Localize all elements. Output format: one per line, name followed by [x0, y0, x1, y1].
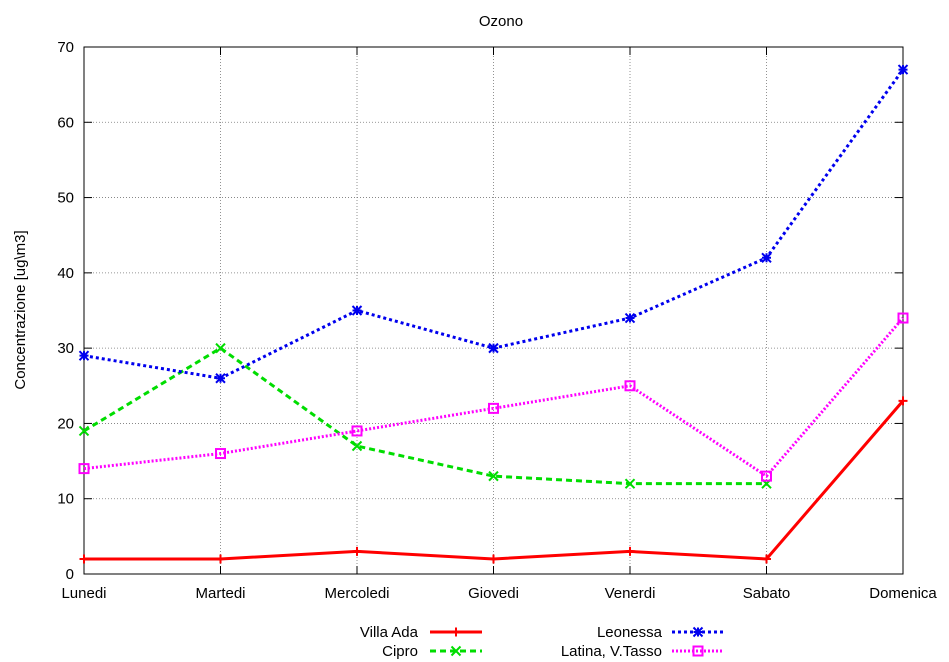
data-point — [898, 396, 908, 406]
data-point — [488, 342, 499, 354]
data-point — [351, 425, 363, 437]
y-tick-label: 50 — [57, 190, 74, 207]
legend-marker — [692, 626, 704, 638]
data-point — [351, 440, 363, 452]
data-point — [216, 554, 225, 564]
series-line — [83, 317, 905, 479]
x-tick-label: Martedi — [195, 585, 245, 602]
x-tick-label: Lunedi — [61, 585, 106, 602]
data-point — [624, 312, 636, 324]
legend-marker — [692, 645, 704, 657]
series-line — [83, 68, 905, 380]
data-point — [625, 546, 635, 556]
y-tick-label: 20 — [57, 415, 74, 432]
data-point — [488, 402, 499, 414]
series-cipro — [78, 342, 772, 489]
data-point — [897, 64, 909, 75]
data-point — [78, 463, 90, 475]
y-tick-label: 60 — [57, 114, 74, 131]
data-point — [78, 425, 90, 437]
series-line — [83, 346, 767, 486]
x-tick-label: Giovedi — [468, 585, 519, 602]
data-point — [352, 546, 362, 556]
chart-title: Ozono — [479, 13, 523, 30]
data-point — [78, 350, 90, 361]
y-tick-label: 70 — [57, 39, 74, 56]
data-point — [761, 252, 772, 264]
legend-marker — [451, 627, 461, 637]
legend-marker — [450, 645, 462, 657]
data-point — [488, 470, 499, 482]
data-point — [761, 470, 772, 482]
y-tick-label: 0 — [66, 566, 74, 583]
y-axis-ticks: 0 10 20 30 40 50 60 70 — [57, 39, 903, 583]
series-villa-ada — [79, 396, 908, 564]
legend-item: Villa Ada — [360, 624, 482, 641]
x-axis-ticks: Lunedi Martedi Mercoledi Giovedi Venerdi Saba… — [61, 47, 937, 602]
data-point — [215, 342, 226, 354]
legend-label: Leonessa — [597, 624, 663, 641]
data-point — [897, 312, 909, 324]
series-latina-v-tasso — [78, 312, 909, 482]
legend-item: Latina, V.Tasso — [561, 643, 724, 660]
grid — [84, 47, 903, 574]
y-tick-label: 40 — [57, 265, 74, 282]
data-point — [79, 554, 89, 564]
data-point — [215, 373, 226, 384]
data-point — [762, 554, 771, 564]
data-point — [489, 554, 498, 564]
legend-item: Leonessa — [597, 624, 724, 641]
data-point — [624, 478, 636, 489]
data-point — [351, 305, 363, 316]
y-axis-label: Concentrazione [ug\m3] — [12, 230, 29, 389]
legend: Villa Ada Cipro Leonessa Latina, V.Tasso — [360, 624, 724, 660]
data-point — [624, 380, 636, 392]
legend-label: Cipro — [382, 643, 418, 660]
x-tick-label: Venerdi — [605, 585, 656, 602]
x-tick-label: Domenica — [869, 585, 937, 602]
data-point — [215, 448, 226, 460]
x-tick-label: Sabato — [743, 585, 791, 602]
y-tick-label: 10 — [57, 491, 74, 508]
legend-label: Latina, V.Tasso — [561, 643, 662, 660]
series-leonessa — [78, 64, 909, 384]
y-tick-label: 30 — [57, 340, 74, 357]
legend-label: Villa Ada — [360, 624, 419, 641]
x-tick-label: Mercoledi — [324, 585, 389, 602]
series-group — [78, 64, 909, 564]
legend-item: Cipro — [382, 643, 482, 660]
